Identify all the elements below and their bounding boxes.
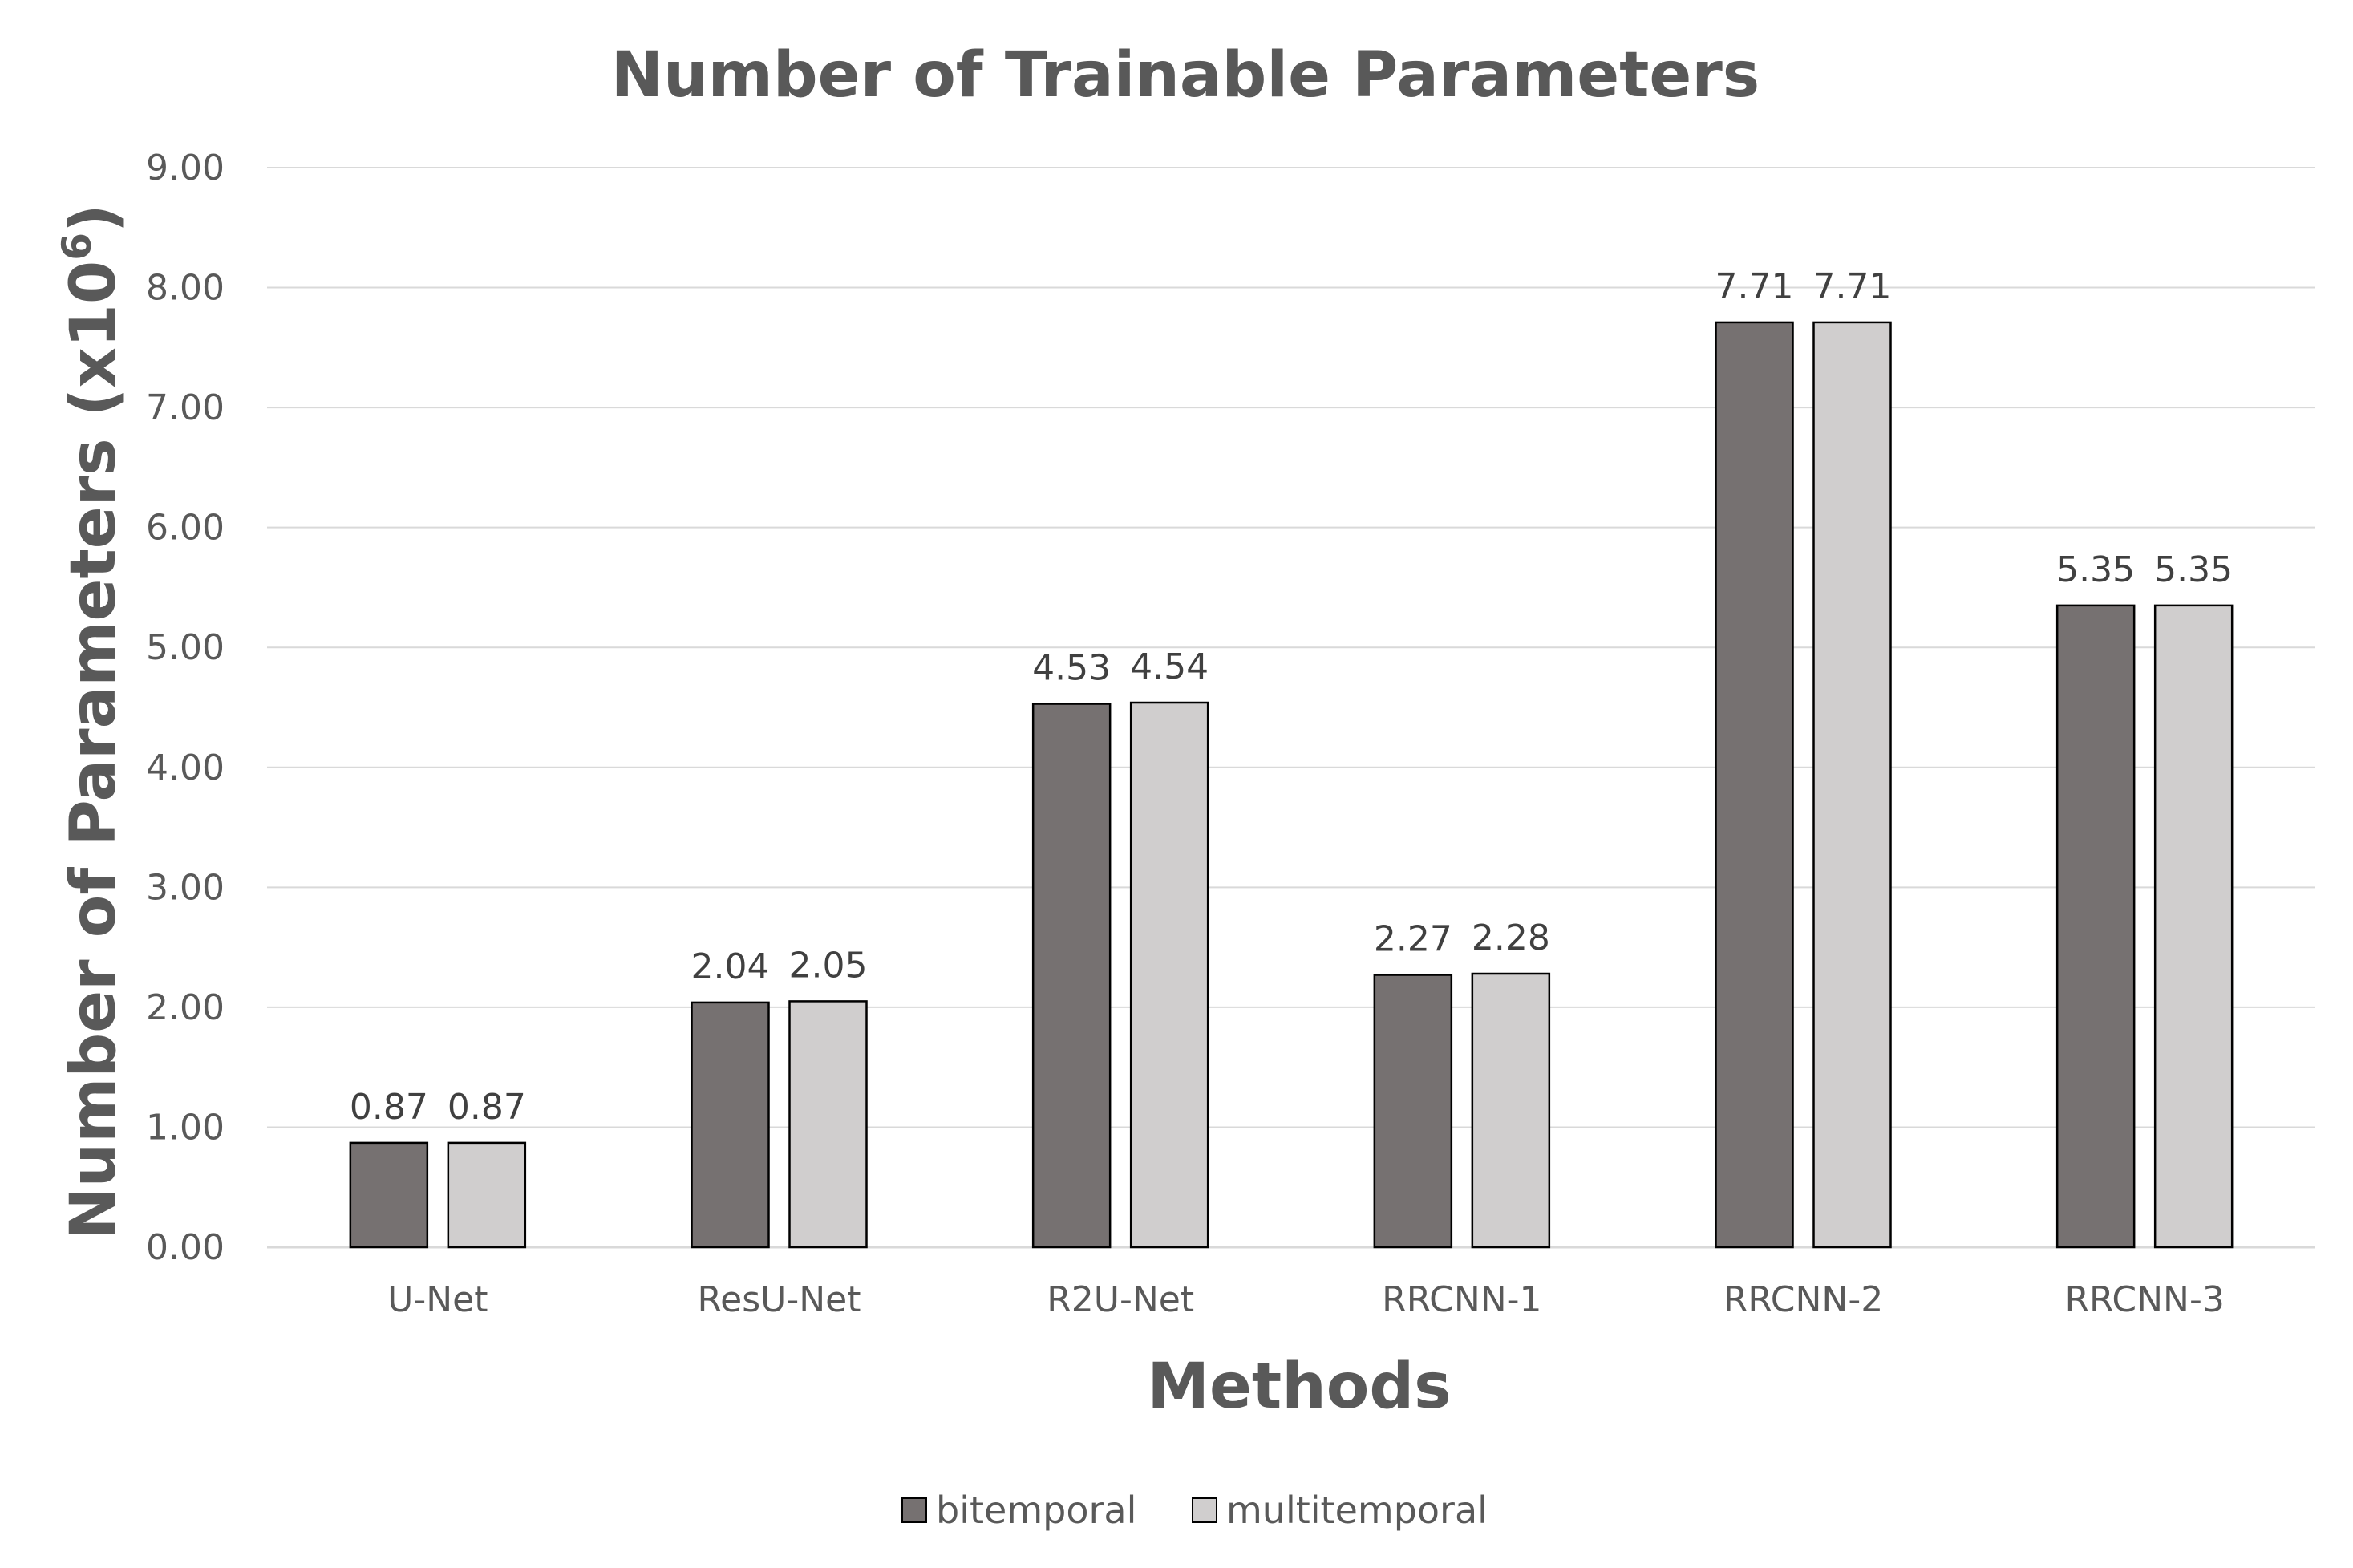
bar-multitemporal	[1129, 701, 1209, 1249]
data-label: 7.71	[1813, 266, 1892, 307]
y-tick-label: 2.00	[146, 987, 225, 1028]
y-axis-title-suffix: )	[58, 204, 130, 233]
data-label: 4.54	[1130, 646, 1209, 687]
data-label: 0.87	[448, 1087, 526, 1128]
data-label: 2.05	[789, 945, 868, 986]
y-tick-label: 7.00	[146, 387, 225, 428]
y-tick-label: 6.00	[146, 508, 225, 549]
y-tick-label: 3.00	[146, 867, 225, 908]
y-tick-label: 4.00	[146, 748, 225, 788]
bar-bitemporal	[1031, 703, 1112, 1249]
data-label: 2.27	[1374, 919, 1452, 960]
data-label: 2.04	[691, 946, 770, 987]
y-tick-label: 0.00	[146, 1227, 225, 1268]
bar-multitemporal	[447, 1141, 527, 1249]
bar-bitemporal	[2055, 604, 2136, 1249]
x-tick-label: RRCNN-1	[1382, 1279, 1541, 1320]
y-axis-title: Number of Parameters (x106)	[54, 204, 130, 1239]
x-tick-label: R2U-Net	[1047, 1279, 1194, 1320]
bar-bitemporal	[691, 1001, 770, 1249]
data-label: 5.35	[2056, 549, 2135, 590]
bar-bitemporal	[349, 1141, 429, 1249]
data-label: 7.71	[1715, 266, 1794, 307]
legend-label-multitemporal: multitemporal	[1226, 1489, 1488, 1532]
x-tick-label: U-Net	[387, 1279, 488, 1320]
y-axis-ticks: 0.00 1.00 2.00 3.00 4.00 5.00 6.00 7.00 8.00 9.00	[146, 148, 225, 1268]
y-tick-label: 9.00	[146, 148, 225, 188]
data-label: 4.53	[1032, 648, 1111, 689]
y-axis-title-main: Number of Parameters (x10	[58, 261, 130, 1240]
x-tick-label: RRCNN-2	[1723, 1279, 1883, 1320]
bars	[349, 321, 2234, 1249]
data-label: 2.28	[1472, 918, 1550, 958]
data-label: 0.87	[350, 1087, 428, 1128]
x-tick-label: RRCNN-3	[2064, 1279, 2224, 1320]
bar-multitemporal	[1471, 972, 1551, 1249]
bar-multitemporal	[2153, 604, 2234, 1249]
gridlines	[267, 167, 2315, 1249]
legend: bitemporal multitemporal	[901, 1489, 1488, 1532]
bar-multitemporal	[788, 1000, 868, 1249]
y-axis-title-superscript: 6	[54, 233, 100, 261]
legend-label-bitemporal: bitemporal	[936, 1489, 1136, 1532]
bar-bitemporal	[1373, 974, 1453, 1249]
legend-swatch-bitemporal	[901, 1497, 927, 1523]
y-tick-label: 5.00	[146, 627, 225, 668]
legend-swatch-multitemporal	[1192, 1497, 1217, 1523]
data-label: 5.35	[2154, 549, 2233, 590]
x-axis-title: Methods	[1147, 1351, 1451, 1423]
chart-title: Number of Trainable Parameters	[611, 39, 1760, 111]
data-labels: 0.87 0.87 2.04 2.05 4.53 4.54 2.27 2.28 7.71 7.71…	[350, 266, 2233, 1128]
x-axis-ticks: U-Net ResU-Net R2U-Net RRCNN-1 RRCNN-2 RRCNN-…	[387, 1279, 2225, 1320]
bar-multitemporal	[1812, 321, 1892, 1249]
y-tick-label: 8.00	[146, 268, 225, 309]
y-tick-label: 1.00	[146, 1107, 225, 1148]
x-tick-label: ResU-Net	[698, 1279, 861, 1320]
bar-bitemporal	[1715, 321, 1794, 1249]
